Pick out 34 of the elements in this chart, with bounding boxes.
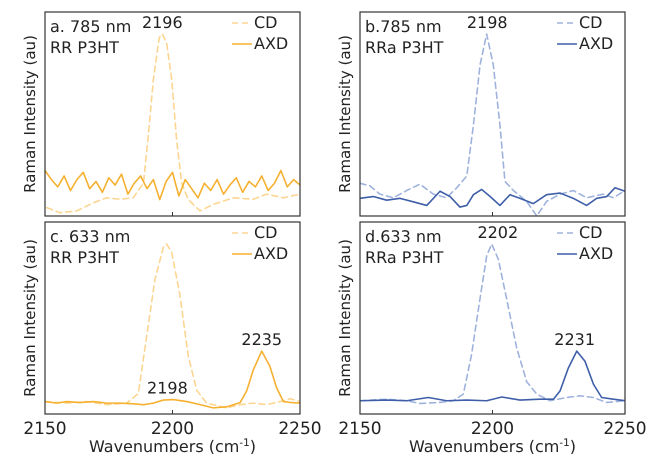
y-axis-title: Raman Intensity (au) [21,35,39,193]
x-tick-label: 2150 [23,419,67,439]
legend-label: AXD [254,34,288,53]
x-tick-label: 2250 [603,419,647,439]
x-tick-label: 2150 [338,419,382,439]
annotation: d.633 nm [365,227,442,246]
legend-label: CD [254,13,278,32]
annotation: 2202 [477,223,518,242]
annotation: 2235 [241,330,282,350]
y-axis-title: Raman Intensity (au) [336,239,354,397]
legend-label: CD [579,223,602,242]
x-tick-label: 2200 [150,419,194,439]
annotation: c. 633 nm [50,227,130,246]
x-tick-label: 2200 [470,419,514,439]
annotation: a. 785 nm [50,17,132,36]
y-axis-title: Raman Intensity (au) [21,239,39,397]
annotation: 2198 [147,378,188,398]
legend-label: AXD [254,244,288,263]
annotation: 2231 [554,330,596,350]
legend-label: CD [254,223,278,242]
annotation: RRa P3HT [365,248,444,267]
legend-label: AXD [579,34,614,53]
x-axis-title: Wavenumbers (cm$^{-1}$) [408,437,576,454]
x-tick-label: 2250 [278,419,322,439]
legend-label: CD [579,13,602,32]
annotation: b.785 nm [365,17,442,36]
y-axis-title: Raman Intensity (au) [336,35,354,193]
annotation: RRa P3HT [365,38,444,57]
annotation: 2198 [466,13,508,32]
annotation: RR P3HT [50,248,120,267]
legend-label: AXD [579,244,614,263]
annotation: 2196 [142,13,183,32]
annotation: RR P3HT [50,38,120,57]
x-axis-title: Wavenumbers (cm$^{-1}$) [88,437,256,454]
